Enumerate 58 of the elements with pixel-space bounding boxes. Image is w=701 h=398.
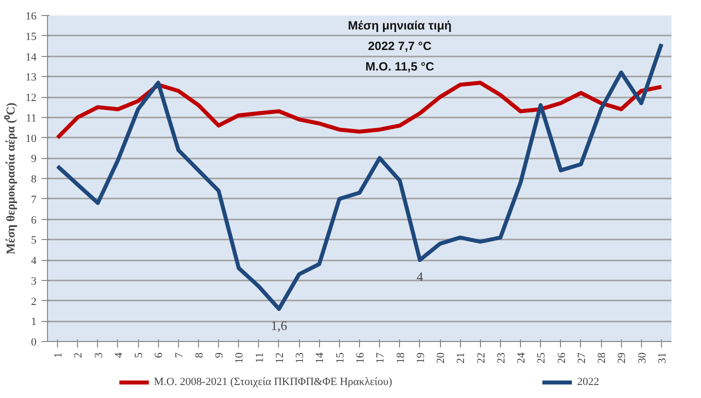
line-series [56, 42, 664, 311]
x-tick-label: 5 [133, 352, 146, 358]
legend-label: Μ.Ο. 2008-2021 (Στοιχεία ΠΚΠΦΠ&ΦΕ Ηρακλείου) [154, 376, 392, 388]
annotation: Μ.Ο. 11,5 °C [365, 59, 435, 74]
x-tick-label: 17 [374, 352, 387, 364]
y-tick-label: 5 [31, 234, 37, 247]
x-tick-label: 15 [334, 352, 346, 364]
y-tick-label: 12 [26, 92, 36, 104]
x-tick-label: 30 [636, 352, 648, 364]
x-tick-label: 16 [354, 352, 366, 364]
x-tick-label: 28 [596, 352, 608, 364]
annotation: Μέση μηνιαία τιμή [348, 18, 452, 33]
annotation: 4 [416, 269, 424, 284]
legend-label: 2022 [577, 376, 600, 388]
y-tick-label: 2 [31, 296, 36, 308]
x-tick-label: 9 [214, 352, 226, 358]
x-tick-label: 1 [52, 352, 65, 358]
x-tick-label: 13 [294, 352, 306, 364]
x-tick-label: 10 [234, 352, 246, 364]
annotation: 1,6 [270, 318, 288, 333]
x-tick-label: 25 [536, 352, 548, 364]
x-tick-label: 3 [92, 352, 105, 358]
y-tick-label: 11 [26, 112, 36, 124]
y-axis-title: Μέση θερμοκρασία αέρα (⁰C) [4, 102, 18, 254]
x-tick-label: 14 [314, 352, 326, 364]
y-tick-label: 16 [26, 10, 37, 22]
y-tick-label: 0 [31, 336, 37, 348]
x-tick-label: 27 [576, 352, 588, 364]
y-tick-label: 7 [31, 194, 37, 206]
x-tick-label: 6 [153, 352, 166, 358]
x-tick-label: 22 [475, 352, 488, 364]
y-tick-label: 1 [31, 316, 36, 328]
y-tick-label: 3 [31, 275, 37, 288]
x-tick-label: 26 [556, 352, 568, 364]
x-tick-label: 2 [72, 352, 85, 358]
y-tick-label: 15 [26, 30, 37, 43]
x-tick-label: 18 [394, 352, 407, 364]
x-tick-label: 19 [414, 352, 427, 364]
x-tick-label: 23 [495, 352, 508, 364]
y-tick-label: 14 [26, 51, 37, 64]
annotation: 2022 7,7 °C [368, 38, 432, 53]
y-tick-label: 8 [31, 174, 37, 186]
y-tick-label: 13 [26, 72, 37, 84]
y-tick-label: 6 [31, 214, 37, 226]
x-tick-label: 24 [516, 352, 528, 364]
x-tick-label: 20 [435, 352, 448, 364]
x-tick-label: 31 [656, 352, 668, 364]
x-tick-label: 8 [193, 352, 206, 358]
x-tick-label: 29 [616, 352, 628, 364]
line-series [56, 80, 664, 140]
x-tick-label: 21 [455, 352, 468, 364]
x-tick-label: 11 [254, 352, 266, 364]
x-tick-label: 4 [112, 352, 125, 358]
y-tick-label: 9 [31, 153, 37, 166]
y-tick-label: 4 [31, 255, 37, 267]
x-tick-label: 7 [173, 352, 186, 358]
x-tick-label: 12 [274, 352, 286, 364]
y-tick-label: 10 [26, 132, 37, 145]
